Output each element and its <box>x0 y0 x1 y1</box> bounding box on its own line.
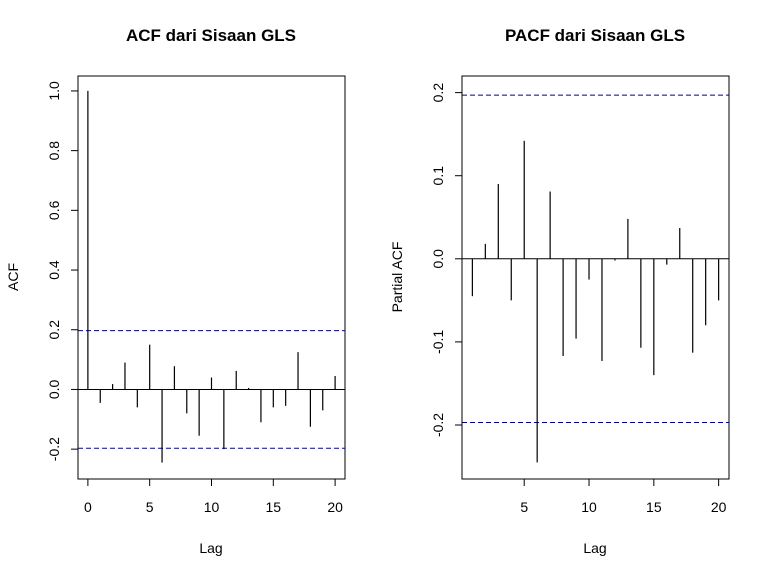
pacf-y-tick-label: 0.1 <box>430 166 446 186</box>
acf-y-tick-label: 0.4 <box>46 260 62 280</box>
pacf-x-tick-label: 15 <box>646 499 662 515</box>
pacf-plot-frame <box>461 75 730 480</box>
acf-x-axis-label: Lag <box>199 540 222 556</box>
acf-y-axis-label: ACF <box>5 263 21 291</box>
pacf-x-axis-label: Lag <box>583 540 606 556</box>
pacf-y-tick-label: -0.1 <box>430 330 446 354</box>
acf-y-axis: -0.2 0.0 0.2 0.4 0.6 0.8 1.0 <box>46 81 79 461</box>
acf-y-tick-label: 0.2 <box>46 320 62 340</box>
pacf-y-tick-label: -0.2 <box>430 413 446 437</box>
acf-x-tick-label: 10 <box>204 499 220 515</box>
acf-x-axis: 0 5 10 15 20 <box>84 478 343 515</box>
pacf-y-tick-label: 0.2 <box>430 83 446 103</box>
acf-title: ACF dari Sisaan GLS <box>126 26 296 45</box>
acf-panel: ACF dari Sisaan GLS 0 5 10 15 20 -0.2 0.0 0.2 0… <box>5 26 346 556</box>
acf-x-tick-label: 15 <box>266 499 282 515</box>
acf-y-tick-label: 1.0 <box>46 81 62 101</box>
pacf-title: PACF dari Sisaan GLS <box>505 26 685 45</box>
acf-y-tick-label: 0.6 <box>46 200 62 220</box>
pacf-x-tick-label: 20 <box>711 499 727 515</box>
acf-y-tick-label: 0.0 <box>46 380 62 400</box>
acf-y-tick-label: -0.2 <box>46 437 62 461</box>
acf-x-tick-label: 0 <box>84 499 92 515</box>
pacf-y-axis-label: Partial ACF <box>389 242 405 313</box>
acf-x-tick-label: 5 <box>146 499 154 515</box>
pacf-panel: PACF dari Sisaan GLS 5 10 15 20 -0.2 -0.1 0.0… <box>389 26 730 556</box>
acf-x-tick-label: 20 <box>327 499 343 515</box>
acf-plot-frame <box>77 75 346 480</box>
pacf-x-tick-label: 5 <box>520 499 528 515</box>
pacf-y-axis: -0.2 -0.1 0.0 0.1 0.2 <box>430 83 463 437</box>
pacf-bars <box>471 140 720 463</box>
pacf-y-tick-label: 0.0 <box>430 249 446 269</box>
pacf-x-tick-label: 10 <box>581 499 597 515</box>
pacf-x-axis: 5 10 15 20 <box>520 478 727 515</box>
acf-bars <box>87 90 336 463</box>
acf-y-tick-label: 0.8 <box>46 141 62 161</box>
